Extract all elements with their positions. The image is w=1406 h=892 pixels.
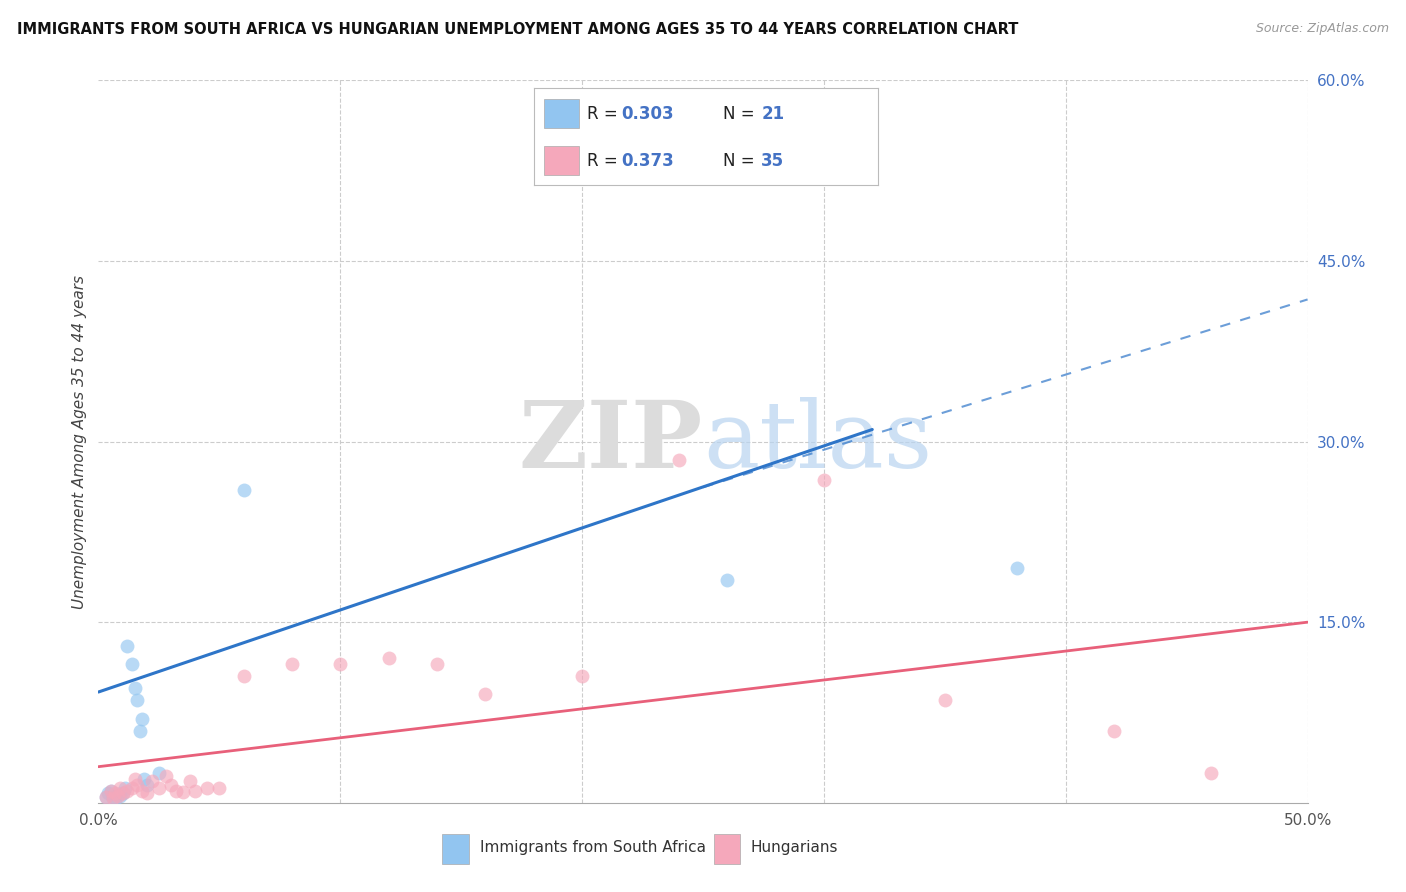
Point <box>195 781 218 796</box>
Point <box>1007 561 1029 575</box>
Point <box>101 791 124 805</box>
Point <box>127 778 149 792</box>
Text: ZIP: ZIP <box>519 397 703 486</box>
Point <box>281 657 304 672</box>
Point <box>117 639 139 653</box>
Point <box>135 778 157 792</box>
Point <box>232 669 254 683</box>
Point <box>426 657 449 672</box>
Point <box>131 712 153 726</box>
Point <box>104 792 127 806</box>
Point <box>107 789 129 803</box>
Point <box>668 452 690 467</box>
Point <box>108 789 131 803</box>
Point <box>474 687 496 701</box>
Point <box>232 483 254 497</box>
Text: Source: ZipAtlas.com: Source: ZipAtlas.com <box>1256 22 1389 36</box>
Text: atlas: atlas <box>703 397 932 486</box>
Point <box>127 693 149 707</box>
Point <box>131 784 153 798</box>
Point <box>100 784 122 798</box>
Point <box>104 786 127 800</box>
Point <box>377 651 399 665</box>
Point <box>100 784 122 798</box>
Y-axis label: Unemployment Among Ages 35 to 44 years: Unemployment Among Ages 35 to 44 years <box>72 275 87 608</box>
Text: IMMIGRANTS FROM SOUTH AFRICA VS HUNGARIAN UNEMPLOYMENT AMONG AGES 35 TO 44 YEARS: IMMIGRANTS FROM SOUTH AFRICA VS HUNGARIA… <box>17 22 1018 37</box>
Point <box>716 573 738 587</box>
Point <box>117 784 139 798</box>
Point <box>1199 765 1222 780</box>
Point <box>141 774 163 789</box>
Point <box>172 785 194 799</box>
Point <box>934 693 956 707</box>
Point <box>134 772 156 786</box>
Point <box>571 669 593 683</box>
Point <box>97 786 120 800</box>
Point <box>121 657 143 672</box>
Point <box>101 791 124 805</box>
Point <box>94 789 117 804</box>
Point <box>107 788 129 802</box>
Point <box>155 769 177 783</box>
Point <box>124 681 146 696</box>
Point <box>184 784 207 798</box>
Point <box>128 723 150 738</box>
Point <box>160 778 183 792</box>
Point <box>1102 723 1125 738</box>
Point <box>329 657 352 672</box>
Point <box>208 781 231 796</box>
Point <box>108 781 131 796</box>
Point <box>114 781 136 796</box>
Point <box>148 781 170 796</box>
Point <box>121 781 143 796</box>
Point <box>165 784 187 798</box>
Point <box>111 786 134 800</box>
Point <box>94 789 117 804</box>
Point <box>135 786 157 800</box>
Point <box>179 774 201 789</box>
Point <box>124 772 146 786</box>
Point <box>813 473 835 487</box>
Point <box>111 786 134 800</box>
Point <box>148 765 170 780</box>
